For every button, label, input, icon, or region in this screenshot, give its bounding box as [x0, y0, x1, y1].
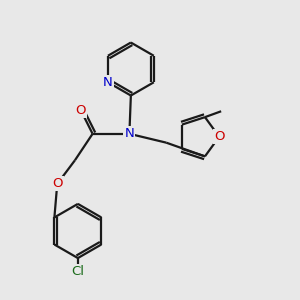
Text: O: O — [214, 130, 224, 143]
Text: O: O — [52, 177, 62, 190]
Text: Cl: Cl — [71, 265, 84, 278]
Text: N: N — [103, 76, 113, 89]
Text: N: N — [124, 127, 134, 140]
Text: O: O — [76, 104, 86, 117]
